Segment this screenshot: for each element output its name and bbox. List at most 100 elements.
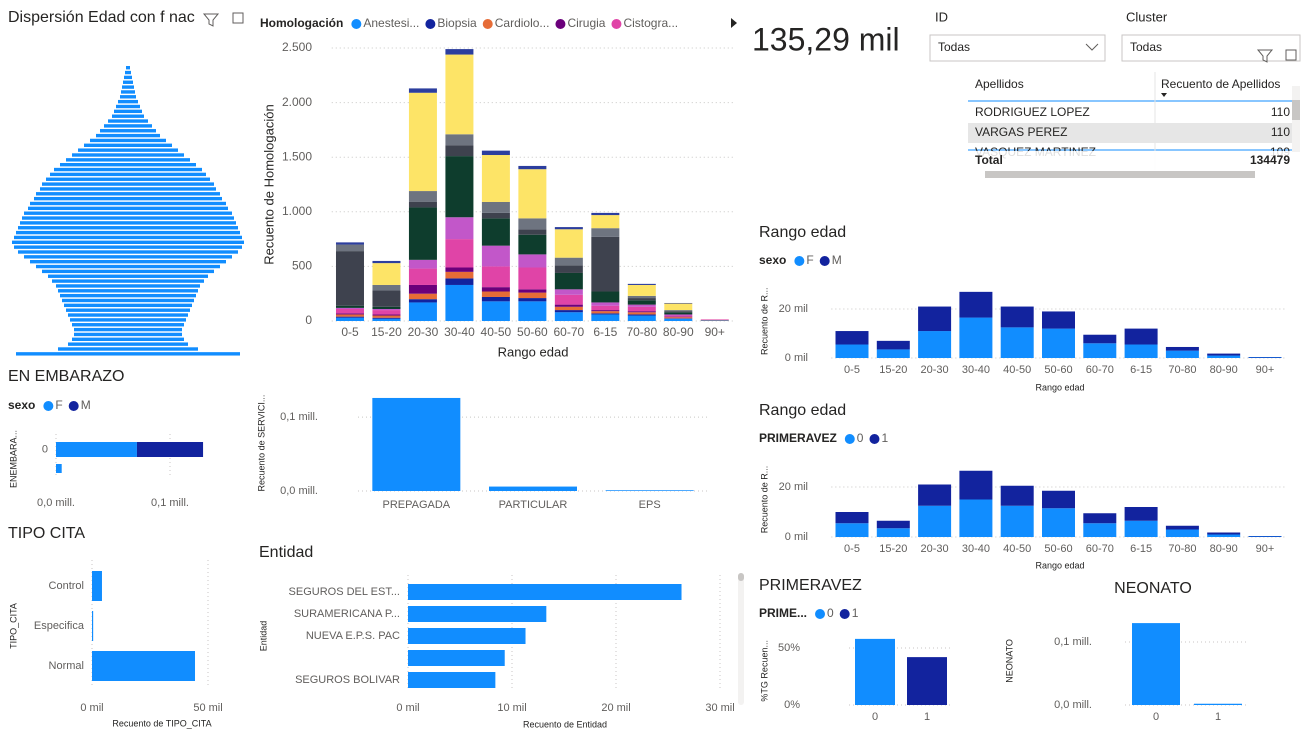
bar	[56, 464, 62, 473]
bar	[1083, 523, 1117, 537]
legend-label: F	[55, 398, 62, 412]
scroll-thumb[interactable]	[738, 573, 744, 581]
y-tick-label: Control	[49, 580, 84, 592]
y-tick-label: 0	[42, 443, 48, 455]
scroll-thumb[interactable]	[1292, 100, 1300, 120]
x-tick-label: 30-40	[962, 543, 990, 555]
focus-icon[interactable]	[1285, 49, 1297, 61]
bar	[1000, 327, 1034, 358]
legend-marker	[869, 434, 880, 444]
slicer-value[interactable]: Todas	[1130, 40, 1162, 54]
bar	[36, 264, 220, 269]
bar	[518, 165, 547, 170]
bar	[66, 158, 190, 162]
legend-label: Biopsia	[437, 16, 477, 30]
legend-label: 0	[827, 606, 834, 620]
bar	[1207, 532, 1241, 535]
bar	[335, 305, 364, 308]
bar	[481, 291, 510, 297]
bar	[22, 216, 234, 220]
slicer-box[interactable]	[929, 34, 1106, 62]
bar	[372, 310, 401, 315]
bar	[554, 272, 583, 290]
bar	[664, 318, 693, 319]
bar	[876, 349, 910, 358]
kpi-value: 135,29 mil	[752, 21, 900, 57]
bar	[74, 327, 182, 332]
bar	[20, 221, 236, 225]
bar	[700, 319, 729, 321]
bar	[664, 303, 693, 311]
axis-title: Entidad	[258, 621, 268, 652]
legend-label: Anestesi...	[363, 16, 419, 30]
x-tick-label: 60-70	[1086, 543, 1114, 555]
bar	[855, 638, 895, 705]
bar	[554, 306, 583, 311]
slicer-value[interactable]: Todas	[938, 40, 970, 54]
bar	[52, 279, 204, 283]
bar	[445, 239, 474, 268]
axis-title: TIPO_CITA	[8, 603, 18, 649]
legend-marker	[794, 256, 805, 266]
bar	[664, 312, 693, 315]
bar	[408, 650, 505, 666]
bar	[28, 206, 228, 211]
dropdown-icon[interactable]	[1085, 43, 1099, 51]
bar	[46, 177, 210, 181]
y-tick-label: 0%	[784, 699, 800, 711]
x-tick-label: 70-80	[1168, 543, 1196, 555]
x-tick-label: 6-15	[1130, 364, 1152, 376]
cell: RODRIGUEZ LOPEZ	[975, 105, 1090, 119]
bar	[1083, 343, 1117, 358]
bar	[68, 342, 188, 346]
y-tick-label: 20 mil	[779, 303, 808, 315]
bar	[1124, 520, 1158, 537]
bar	[518, 234, 547, 255]
bar	[518, 289, 547, 293]
bar	[605, 490, 694, 491]
x-tick-label: 20-30	[408, 325, 439, 339]
bar	[335, 251, 364, 306]
bar	[72, 323, 184, 327]
bar	[372, 260, 401, 264]
h-scroll-thumb[interactable]	[985, 171, 1255, 178]
legend-next[interactable]	[731, 18, 737, 28]
bar	[121, 90, 135, 94]
x-tick-label: 80-90	[1210, 543, 1238, 555]
y-tick-label: Normal	[49, 660, 84, 672]
bar	[664, 316, 693, 318]
legend-label: Cistogra...	[623, 16, 678, 30]
legend-title: sexo	[8, 398, 35, 412]
bar	[1000, 505, 1034, 537]
filter-icon[interactable]	[202, 13, 220, 27]
bar	[1000, 306, 1034, 328]
bar	[114, 109, 142, 114]
bar	[627, 306, 656, 312]
x-tick-label: 70-80	[626, 325, 657, 339]
bar	[481, 266, 510, 288]
sort-icon[interactable]	[1161, 93, 1167, 97]
bar	[627, 298, 656, 301]
cell: VARGAS PEREZ	[975, 125, 1067, 139]
bar	[372, 263, 401, 285]
bar	[627, 315, 656, 321]
scrollbar[interactable]	[738, 573, 744, 705]
bar	[959, 291, 993, 318]
column-header: Apellidos	[975, 77, 1024, 91]
filter-icon[interactable]	[1256, 49, 1274, 63]
focus-icon[interactable]	[232, 12, 244, 24]
slicer-box[interactable]	[1121, 34, 1301, 62]
x-tick-label: 0,0 mill.	[37, 497, 75, 509]
bar	[1132, 623, 1180, 705]
bar	[92, 571, 102, 601]
legend-marker	[844, 434, 855, 444]
chart-title: Dispersión Edad con f nac	[8, 9, 195, 26]
y-tick-label: 2.000	[282, 95, 312, 109]
bar	[118, 99, 138, 104]
bar	[1124, 344, 1158, 358]
axis-title: Rango edad	[1035, 382, 1084, 392]
y-tick-label: 0	[305, 313, 312, 327]
bar	[108, 119, 148, 123]
bar	[591, 311, 620, 314]
